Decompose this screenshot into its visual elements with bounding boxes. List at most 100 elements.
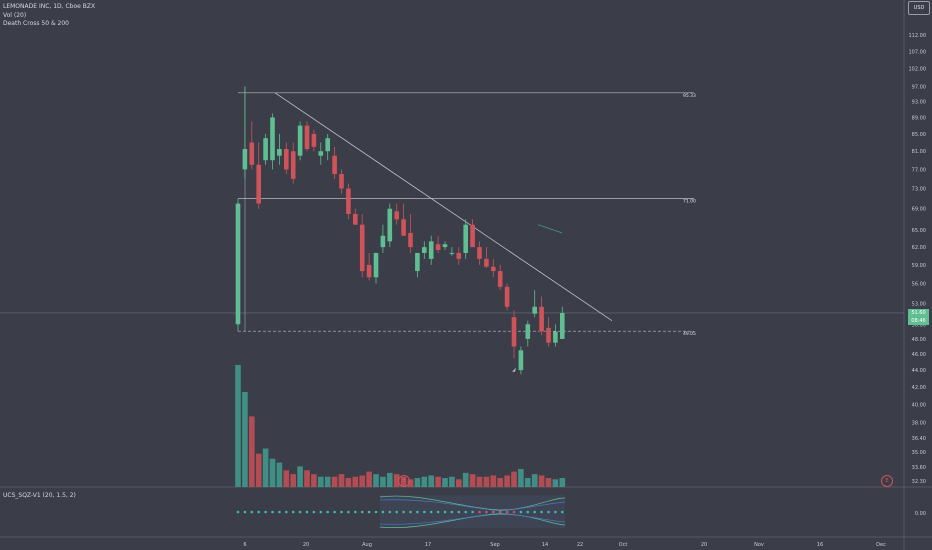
volume-bar	[414, 478, 421, 487]
y-tick-label: 85.00	[912, 132, 926, 138]
volume-bar	[311, 474, 317, 487]
squeeze-dot	[243, 510, 247, 514]
lower-band-line	[379, 513, 566, 528]
earnings-marker-future[interactable]: E	[881, 475, 893, 487]
volume-bar	[255, 453, 262, 487]
squeeze-dot	[498, 510, 502, 514]
x-tick-label: Nov	[754, 542, 764, 548]
squeeze-dot	[423, 510, 426, 514]
candle-body	[249, 142, 255, 165]
volume-bar	[352, 476, 359, 487]
candle-body	[332, 155, 337, 175]
ucs-indicator-label[interactable]: UCS_SQZ-V1 (20, 1.5, 2)	[3, 492, 76, 499]
volume-bar	[373, 474, 379, 487]
squeeze-dot	[450, 510, 454, 514]
drawn-lines: 95.33 71.00 49.05	[0, 86, 904, 372]
y-tick-label: 59.00	[912, 263, 926, 269]
squeeze-dot	[395, 510, 399, 514]
y-tick-label: 93.00	[912, 100, 926, 106]
volume-bar	[269, 458, 276, 487]
x-tick-label: 16	[817, 542, 823, 548]
volume-bar	[545, 478, 552, 487]
volume-bar	[324, 476, 331, 487]
bar-countdown: 08:46	[911, 318, 926, 324]
volume-bar	[456, 479, 462, 487]
candle-body	[435, 244, 441, 251]
candle-body	[428, 241, 434, 259]
squeeze-dot	[540, 510, 543, 514]
volume-bar	[462, 472, 469, 487]
candle-body	[290, 151, 296, 179]
squeeze-oscillator	[236, 495, 566, 528]
squeeze-dot	[340, 510, 343, 514]
squeeze-dot	[271, 510, 274, 514]
y-tick-label: 38.00	[912, 421, 926, 427]
candle-body	[525, 324, 531, 339]
volume-bar	[407, 479, 414, 487]
candle-body	[394, 211, 399, 220]
volume-bar	[442, 478, 448, 487]
oscillator-zero-label: 0.00	[915, 511, 926, 517]
level-label: 49.05	[683, 331, 696, 337]
squeeze-dot	[471, 510, 474, 514]
candle-body	[539, 306, 544, 332]
candle-body	[380, 235, 386, 248]
candle-body	[339, 174, 344, 189]
x-tick-label: 14	[542, 542, 548, 548]
squeeze-dot	[285, 510, 288, 514]
y-tick-label: 53.00	[912, 301, 926, 307]
currency-badge[interactable]: USD	[908, 1, 930, 15]
candle-body	[546, 327, 551, 343]
y-tick-label: 73.00	[912, 187, 926, 193]
y-tick-label: 48.00	[912, 337, 926, 343]
squeeze-dot	[533, 510, 536, 514]
candle-body	[325, 138, 330, 152]
candle-body	[442, 244, 448, 248]
candle-body	[415, 252, 420, 272]
small-trend	[537, 224, 563, 234]
candle-body	[511, 317, 517, 347]
volume-bars	[235, 365, 566, 487]
squeeze-dot	[360, 510, 364, 514]
x-tick-label: 6	[243, 542, 246, 548]
candle-body	[263, 138, 268, 161]
y-tick-label: 42.00	[912, 385, 926, 391]
candle-body	[477, 247, 482, 259]
squeeze-dot	[561, 510, 564, 514]
volume-bar	[297, 466, 303, 487]
candle-body	[401, 219, 406, 236]
candle-body	[463, 224, 468, 253]
volume-bar	[290, 474, 296, 487]
squeeze-dot	[319, 510, 323, 514]
earnings-marker[interactable]: E	[398, 475, 410, 487]
level-label: 95.33	[683, 93, 696, 99]
candle-body	[346, 188, 351, 214]
candle-body	[277, 149, 282, 156]
squeeze-dot	[381, 510, 385, 514]
squeeze-dot	[457, 510, 461, 514]
squeeze-dot	[374, 510, 378, 514]
candle-body	[311, 133, 317, 147]
squeeze-dot	[492, 510, 495, 514]
candle-body	[304, 125, 310, 150]
y-tick-label: 107.00	[909, 49, 927, 55]
vol-indicator-label[interactable]: Vol (20)	[3, 12, 27, 19]
candle-body	[284, 149, 289, 170]
volume-bar	[449, 476, 455, 487]
candle-body	[470, 224, 475, 248]
x-tick-label: Sep	[490, 542, 499, 548]
candle-body	[422, 247, 427, 253]
cursor-arrow-icon	[512, 367, 516, 372]
volume-bar	[345, 478, 352, 487]
volume-bar	[490, 475, 497, 487]
death-cross-label[interactable]: Death Cross 50 & 200	[3, 20, 69, 27]
volume-bar	[497, 478, 503, 487]
volume-bar	[525, 478, 531, 487]
candle-body	[408, 232, 413, 248]
volume-bar	[393, 474, 400, 487]
squeeze-dot	[443, 510, 447, 514]
squeeze-dot	[485, 510, 488, 514]
volume-bar	[366, 471, 372, 487]
y-tick-label: 62.00	[912, 245, 926, 251]
